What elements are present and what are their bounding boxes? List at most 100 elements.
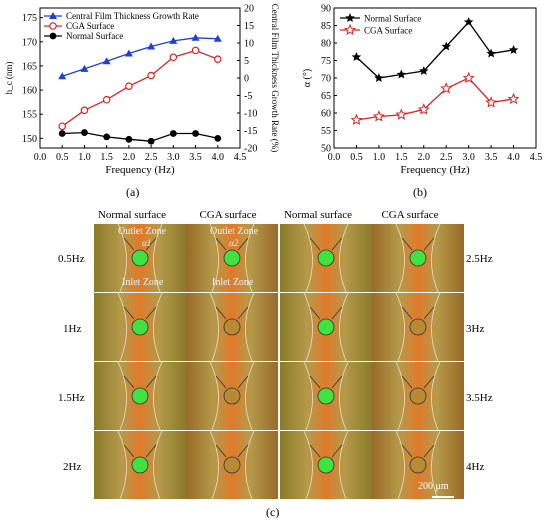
x-tick-label: 2.0 — [123, 152, 136, 163]
meniscus-line — [153, 224, 163, 292]
x-tick-label: 1.5 — [100, 152, 113, 163]
x-tick-label: 0.0 — [34, 152, 47, 163]
inlet-zone-label: Inlet Zone — [212, 277, 254, 288]
series-line — [355, 20, 514, 79]
y-left-tick-label: 170 — [22, 37, 37, 48]
data-point — [441, 41, 451, 51]
contact-circle — [131, 387, 149, 405]
angle-line — [237, 306, 249, 320]
data-point — [58, 130, 66, 137]
y-right-tick-label: -20 — [244, 144, 257, 155]
data-point — [80, 106, 89, 115]
legend-label: Normal Surface — [364, 14, 421, 24]
meniscus-line — [153, 362, 163, 430]
data-point — [102, 57, 111, 65]
contact-zone-drawing — [117, 224, 163, 292]
meniscus-line — [395, 431, 405, 499]
contact-circle — [317, 387, 335, 405]
cga-surface-image — [372, 224, 464, 292]
data-point — [191, 33, 200, 41]
row-label: 3Hz — [466, 323, 485, 335]
contact-circle — [223, 387, 241, 405]
data-point — [169, 36, 178, 44]
normal-surface-image — [94, 224, 186, 292]
data-point — [440, 82, 453, 94]
angle-line — [215, 306, 227, 320]
data-point — [396, 69, 407, 79]
y-right-tick-label: 5 — [244, 56, 249, 67]
data-point — [417, 103, 430, 115]
x-tick-label: 2.5 — [145, 152, 158, 163]
angle-line — [331, 444, 343, 458]
angle-line — [331, 237, 343, 251]
cga-surface-image — [186, 293, 278, 361]
meniscus-line — [117, 431, 127, 499]
contact-zone-drawing — [395, 224, 441, 292]
x-tick-label: 0.0 — [328, 152, 341, 163]
angle-line — [237, 444, 249, 458]
contact-zone-drawing — [117, 431, 163, 499]
y-right-axis-label: Central Film Thickness Growth Rate (%) — [270, 4, 280, 153]
angle-line — [145, 237, 157, 251]
y-tick-label: 65 — [321, 91, 331, 102]
angle-line — [401, 375, 413, 389]
data-point — [58, 72, 67, 80]
meniscus-line — [245, 431, 255, 499]
contact-circle — [409, 456, 427, 474]
x-tick-label: 3.5 — [485, 152, 498, 163]
contact-circle — [317, 249, 335, 267]
row-label: 1Hz — [63, 323, 82, 335]
contact-circle — [223, 318, 241, 336]
contact-zone-drawing — [209, 224, 255, 292]
x-tick-label: 0.5 — [350, 152, 363, 163]
meniscus-line — [245, 293, 255, 361]
normal-surface-image — [280, 224, 372, 292]
micrograph-panel: Normal surface CGA surface Normal surfac… — [0, 205, 550, 520]
contact-zone-drawing — [209, 431, 255, 499]
y-left-tick-label: 175 — [22, 13, 37, 24]
data-point — [192, 130, 199, 137]
angle-line — [401, 237, 413, 251]
contact-circle — [223, 249, 241, 267]
angle-line — [331, 306, 343, 320]
data-point — [463, 17, 474, 26]
data-point — [124, 49, 133, 57]
contact-zone-drawing — [303, 224, 349, 292]
data-point — [147, 42, 156, 50]
data-point — [102, 95, 111, 104]
meniscus-line — [395, 293, 405, 361]
x-tick-label: 1.5 — [395, 152, 408, 163]
meniscus-line — [209, 362, 219, 430]
y-tick-label: 50 — [321, 144, 331, 155]
meniscus-line — [431, 431, 441, 499]
normal-surface-image — [94, 362, 186, 430]
contact-zone-drawing — [117, 362, 163, 430]
data-point — [103, 133, 111, 141]
row-label: 1.5Hz — [58, 392, 85, 404]
meniscus-line — [209, 431, 219, 499]
angle-line — [423, 237, 435, 251]
panel-label-c: (c) — [266, 505, 280, 519]
outlet-zone-label: Outlet Zone — [210, 226, 259, 237]
data-point — [213, 34, 222, 42]
x-tick-label: 0.5 — [56, 152, 69, 163]
y-tick-label: 55 — [321, 126, 331, 137]
angle-line — [423, 306, 435, 320]
x-axis-label: Frequency (Hz) — [105, 164, 175, 176]
cga-surface-image — [372, 293, 464, 361]
contact-zone-drawing — [117, 293, 163, 361]
y-left-axis-label: h_c (nm) — [4, 62, 14, 95]
contact-zone-drawing — [303, 293, 349, 361]
contact-zone-drawing — [395, 431, 441, 499]
contact-zone-drawing — [303, 362, 349, 430]
angle-line — [215, 375, 227, 389]
angle-line — [237, 375, 249, 389]
angle-line — [145, 444, 157, 458]
y-tick-label: 70 — [321, 74, 331, 85]
angle-line — [215, 237, 227, 251]
x-tick-label: 3.0 — [462, 152, 475, 163]
column-header: CGA surface — [199, 209, 257, 221]
x-tick-label: 4.0 — [507, 152, 520, 163]
meniscus-line — [431, 362, 441, 430]
x-tick-label: 1.0 — [373, 152, 386, 163]
